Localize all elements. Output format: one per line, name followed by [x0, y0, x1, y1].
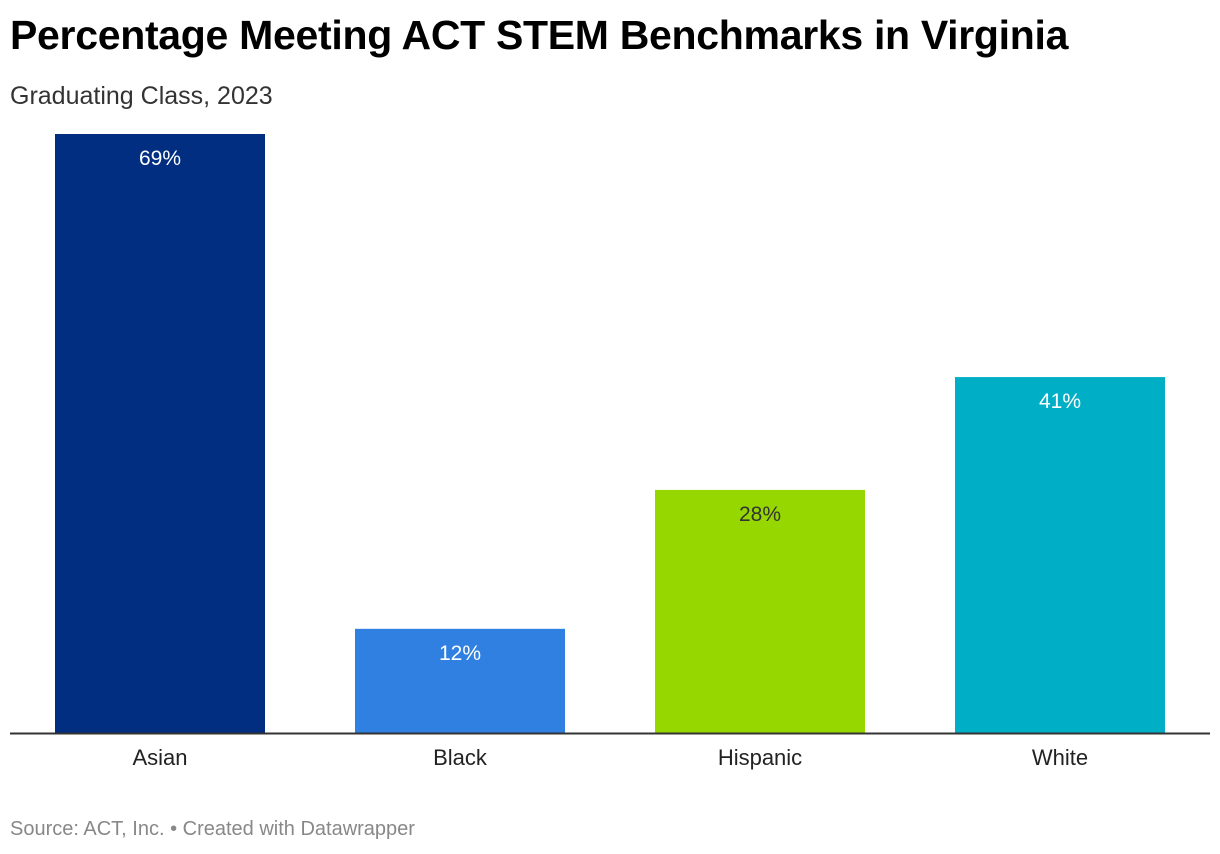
bar-black — [355, 628, 565, 733]
bar-asian — [55, 134, 265, 733]
bar-white — [955, 377, 1165, 733]
value-label-hispanic: 28% — [739, 503, 781, 526]
source-footer: Source: ACT, Inc. • Created with Datawra… — [10, 818, 415, 840]
value-label-white: 41% — [1039, 390, 1081, 413]
category-label-black: Black — [433, 745, 488, 770]
value-label-asian: 69% — [139, 147, 181, 170]
bar-hispanic — [655, 489, 865, 733]
chart-subtitle: Graduating Class, 2023 — [10, 82, 273, 110]
category-label-white: White — [1032, 745, 1088, 770]
chart-title: Percentage Meeting ACT STEM Benchmarks i… — [10, 12, 1069, 58]
value-label-black: 12% — [439, 642, 481, 665]
category-label-asian: Asian — [132, 745, 187, 770]
category-label-hispanic: Hispanic — [718, 745, 802, 770]
